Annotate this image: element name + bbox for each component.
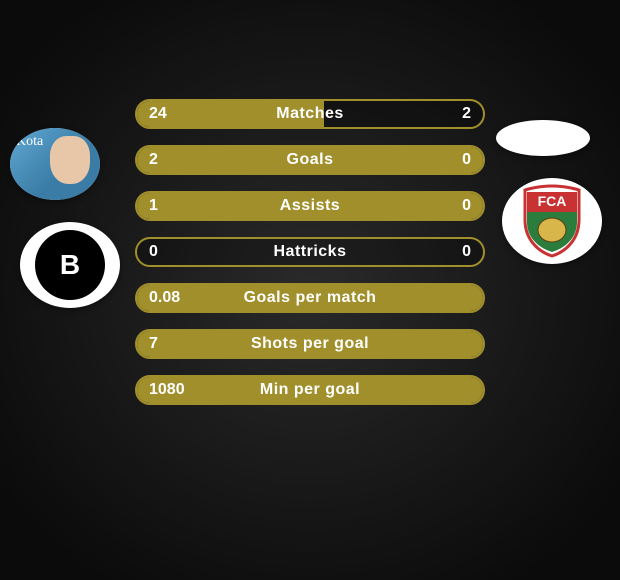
stat-value-right: 2 bbox=[448, 99, 485, 129]
stat-label: Matches bbox=[135, 99, 485, 129]
stat-value-left: 0.08 bbox=[135, 283, 194, 313]
stat-row: Hattricks0 0 bbox=[135, 237, 485, 267]
stat-value-left: 1 bbox=[135, 191, 172, 221]
stat-value-right: 0 bbox=[448, 145, 485, 175]
stat-value-left: 2 bbox=[135, 145, 172, 175]
stat-value-left: 1080 bbox=[135, 375, 199, 405]
stats-panel: Matches242Goals20Assists10Hattricks00Goa… bbox=[135, 99, 485, 405]
stat-row: Shots per goal7 bbox=[135, 329, 485, 359]
stat-row: Goals per match0.08 bbox=[135, 283, 485, 313]
stat-label: Goals bbox=[135, 145, 485, 175]
stat-row: Matches24 2 bbox=[135, 99, 485, 129]
stat-value-left: 24 bbox=[135, 99, 181, 129]
stat-row: Goals2 0 bbox=[135, 145, 485, 175]
stat-value-right: 0 bbox=[448, 191, 485, 221]
stat-label: Hattricks bbox=[135, 237, 485, 267]
stat-value-left: 0 bbox=[135, 237, 172, 267]
stat-value-left: 7 bbox=[135, 329, 172, 359]
stat-value-right: 0 bbox=[448, 237, 485, 267]
stat-label: Assists bbox=[135, 191, 485, 221]
stat-label: Shots per goal bbox=[135, 329, 485, 359]
stat-row: Assists1 0 bbox=[135, 191, 485, 221]
stat-row: Min per goal1080 bbox=[135, 375, 485, 405]
